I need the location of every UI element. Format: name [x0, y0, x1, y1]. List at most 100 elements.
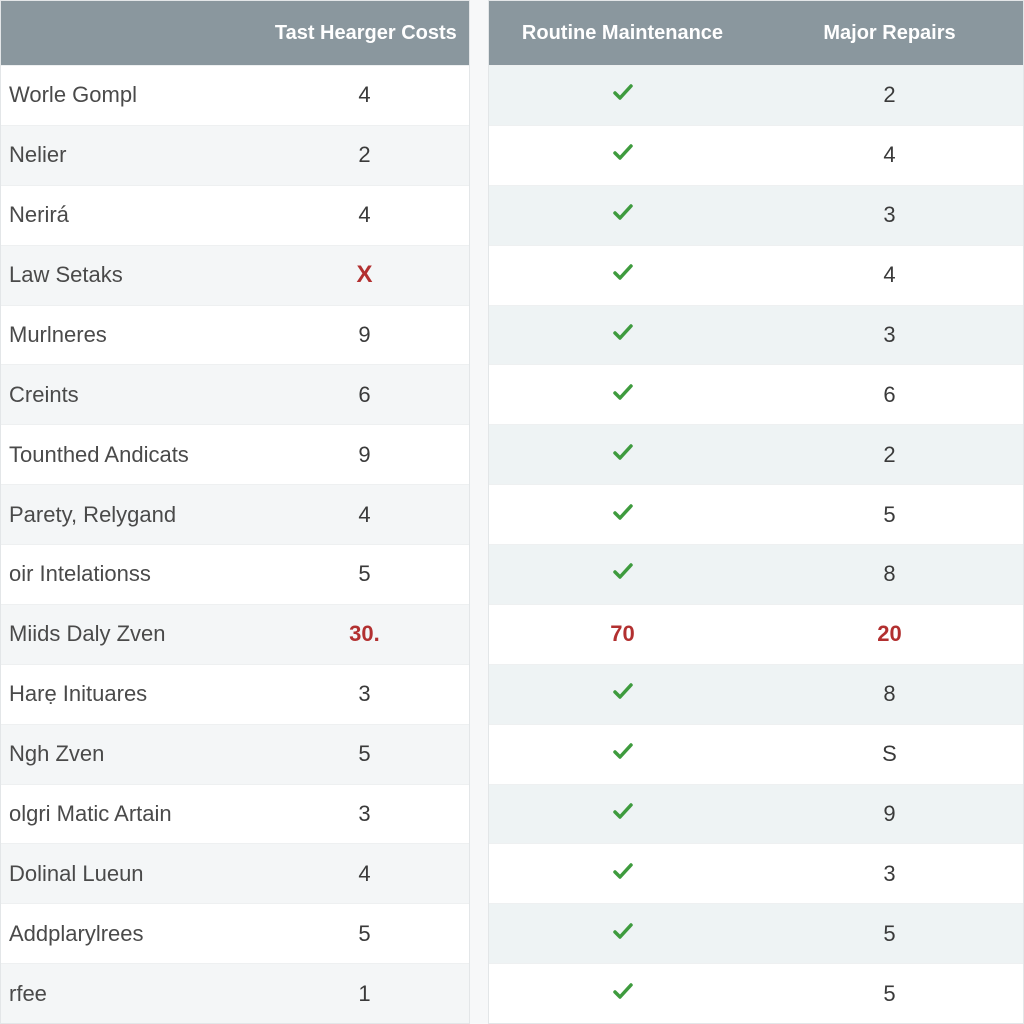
cost-value: 4 — [260, 82, 469, 108]
cost-value: 6 — [260, 382, 469, 408]
cost-value: 2 — [260, 142, 469, 168]
table-row: 3 — [489, 305, 1023, 365]
table-row: 5 — [489, 963, 1023, 1023]
table-row: Worle Gompl4 — [1, 65, 469, 125]
repairs-value: 5 — [756, 502, 1023, 528]
check-icon — [489, 380, 756, 410]
check-icon — [489, 500, 756, 530]
repairs-value: S — [756, 741, 1023, 767]
cost-value: 30. — [260, 621, 469, 647]
cost-value: 3 — [260, 681, 469, 707]
check-icon — [489, 260, 756, 290]
table-row: Law SetaksX — [1, 245, 469, 305]
row-label: rfee — [1, 981, 260, 1007]
repairs-value: 2 — [756, 442, 1023, 468]
row-label: Nerirá — [1, 202, 260, 228]
cost-value: 9 — [260, 442, 469, 468]
repairs-value: 20 — [756, 621, 1023, 647]
header-repairs: Major Repairs — [756, 22, 1023, 45]
table-row: Ngh Zven5 — [1, 724, 469, 784]
check-icon — [489, 859, 756, 889]
check-icon — [489, 559, 756, 589]
x-icon: X — [260, 261, 469, 289]
repairs-value: 4 — [756, 262, 1023, 288]
check-icon — [489, 440, 756, 470]
right-rows: 2 4 3 4 3 6 2 5 8 7020 8 S 9 3 5 5 — [489, 65, 1023, 1023]
table-row: S — [489, 724, 1023, 784]
check-icon — [489, 320, 756, 350]
repairs-value: 9 — [756, 801, 1023, 827]
cost-value: 1 — [260, 981, 469, 1007]
left-header: Tast Hearger Costs — [1, 1, 469, 65]
table-row: Creints6 — [1, 364, 469, 424]
table-row: 6 — [489, 364, 1023, 424]
table-row: Nerirá4 — [1, 185, 469, 245]
row-label: Nelier — [1, 142, 260, 168]
table-row: olgri Matic Artain3 — [1, 784, 469, 844]
row-label: Harẹ Inituares — [1, 681, 260, 707]
table-row: 2 — [489, 65, 1023, 125]
header-routine: Routine Maintenance — [489, 22, 756, 45]
repairs-value: 5 — [756, 921, 1023, 947]
row-label: Dolinal Lueun — [1, 861, 260, 887]
header-cost: Tast Hearger Costs — [263, 22, 469, 45]
check-icon — [489, 140, 756, 170]
cost-value: 4 — [260, 202, 469, 228]
cost-value: 4 — [260, 861, 469, 887]
check-icon — [489, 679, 756, 709]
table-row: 2 — [489, 424, 1023, 484]
left-panel: Tast Hearger Costs Worle Gompl4Nelier2Ne… — [0, 0, 470, 1024]
table-row: Tounthed Andicats9 — [1, 424, 469, 484]
table-row: 8 — [489, 664, 1023, 724]
row-label: Parety, Relygand — [1, 502, 260, 528]
repairs-value: 8 — [756, 561, 1023, 587]
routine-value: 70 — [489, 621, 756, 647]
table-row: 8 — [489, 544, 1023, 604]
row-label: Murlneres — [1, 322, 260, 348]
row-label: Creints — [1, 382, 260, 408]
repairs-value: 3 — [756, 322, 1023, 348]
check-icon — [489, 799, 756, 829]
repairs-value: 4 — [756, 142, 1023, 168]
check-icon — [489, 979, 756, 1009]
check-icon — [489, 919, 756, 949]
table-row: Dolinal Lueun4 — [1, 843, 469, 903]
table-row: Murlneres9 — [1, 305, 469, 365]
table-row: 4 — [489, 125, 1023, 185]
row-label: Tounthed Andicats — [1, 442, 260, 468]
table-row: 3 — [489, 843, 1023, 903]
table-row: rfee1 — [1, 963, 469, 1023]
row-label: Ngh Zven — [1, 741, 260, 767]
check-icon — [489, 80, 756, 110]
repairs-value: 8 — [756, 681, 1023, 707]
row-label: Miids Daly Zven — [1, 621, 260, 647]
table-row: 9 — [489, 784, 1023, 844]
table-row: 5 — [489, 484, 1023, 544]
repairs-value: 3 — [756, 202, 1023, 228]
row-label: Worle Gompl — [1, 82, 260, 108]
repairs-value: 6 — [756, 382, 1023, 408]
right-panel: Routine Maintenance Major Repairs 2 4 3 4 3 6… — [488, 0, 1024, 1024]
cost-value: 5 — [260, 561, 469, 587]
row-label: Addplarylrees — [1, 921, 260, 947]
table-row: 4 — [489, 245, 1023, 305]
table-row: Harẹ Inituares3 — [1, 664, 469, 724]
check-icon — [489, 200, 756, 230]
row-label: olgri Matic Artain — [1, 801, 260, 827]
check-icon — [489, 739, 756, 769]
table-row: Addplarylrees5 — [1, 903, 469, 963]
table-row: 7020 — [489, 604, 1023, 664]
table-row: Miids Daly Zven30. — [1, 604, 469, 664]
row-label: oir Intelationss — [1, 561, 260, 587]
table-row: Nelier2 — [1, 125, 469, 185]
cost-value: 5 — [260, 741, 469, 767]
comparison-table: Tast Hearger Costs Worle Gompl4Nelier2Ne… — [0, 0, 1024, 1024]
table-row: 3 — [489, 185, 1023, 245]
repairs-value: 2 — [756, 82, 1023, 108]
cost-value: 5 — [260, 921, 469, 947]
right-header: Routine Maintenance Major Repairs — [489, 1, 1023, 65]
row-label: Law Setaks — [1, 262, 260, 288]
table-row: 5 — [489, 903, 1023, 963]
repairs-value: 3 — [756, 861, 1023, 887]
cost-value: 9 — [260, 322, 469, 348]
